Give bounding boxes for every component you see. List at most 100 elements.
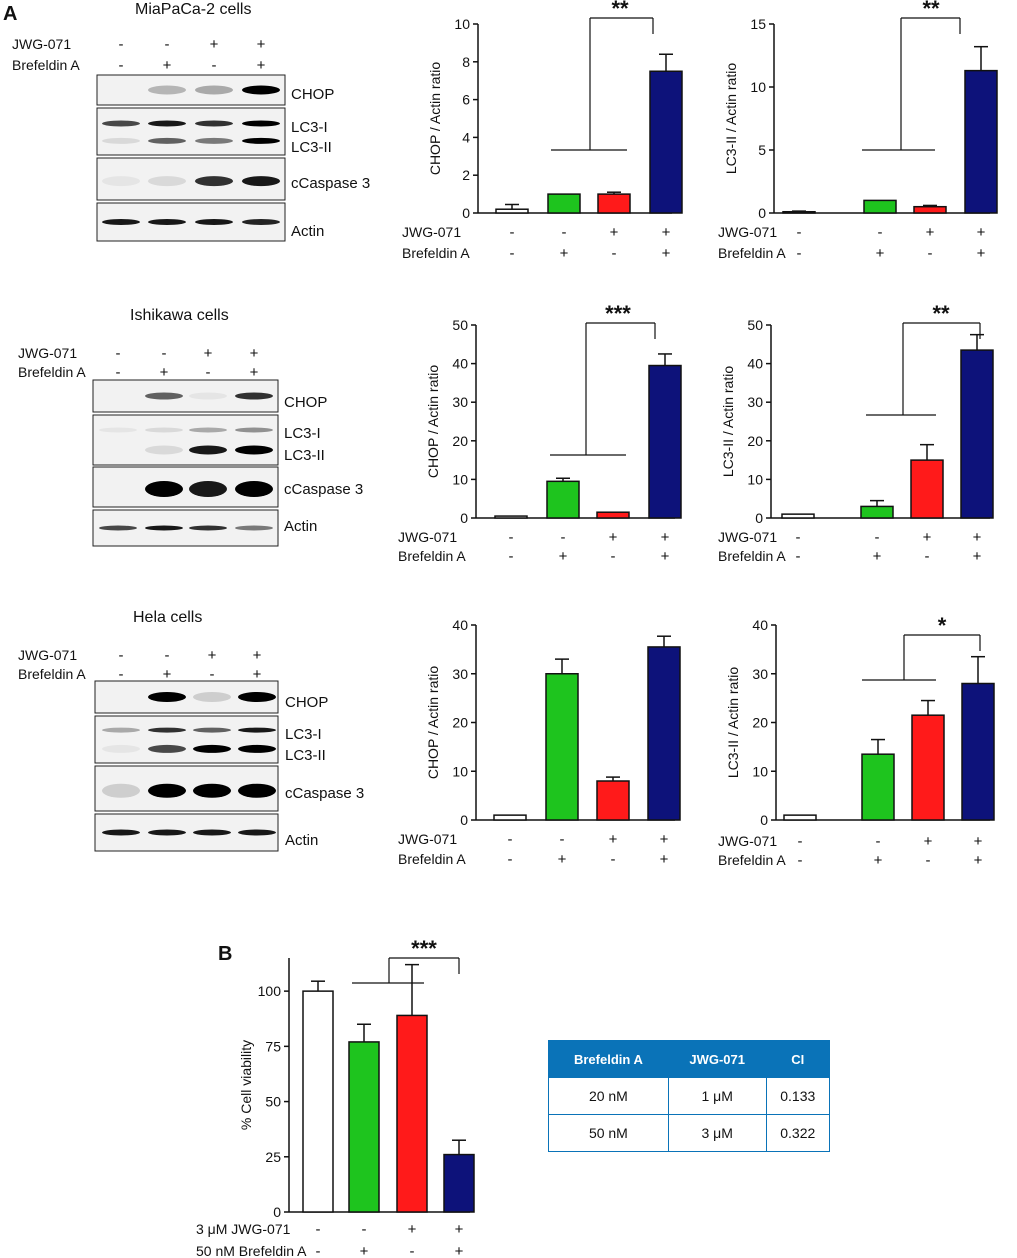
bar xyxy=(597,193,631,214)
treatment-sign: - xyxy=(362,1221,367,1238)
treatment-sign: - xyxy=(561,529,566,546)
blot-band xyxy=(193,692,231,702)
y-tick-label: 4 xyxy=(462,129,470,145)
blot-sign: + xyxy=(250,345,259,362)
y-tick-label: 20 xyxy=(452,433,468,449)
bar xyxy=(960,349,994,519)
blot-band xyxy=(148,829,186,836)
blot-sign: - xyxy=(162,345,167,362)
bar-chart: 0 10 20 30 40 CHOP / Actin ratio JWG-071 - - + + Br… xyxy=(398,617,681,868)
blot-sign: + xyxy=(253,647,262,664)
y-tick-label: 10 xyxy=(747,471,763,487)
treatment-label: JWG-071 xyxy=(718,529,777,545)
y-tick-label: 20 xyxy=(747,433,763,449)
y-tick-label: 30 xyxy=(747,394,763,410)
band-label: LC3-II xyxy=(284,447,325,464)
y-tick-label: 50 xyxy=(747,317,763,333)
y-tick-label: 0 xyxy=(460,510,468,526)
blot-membrane xyxy=(96,107,286,156)
blot-sign: + xyxy=(210,36,219,53)
treatment-sign: - xyxy=(925,548,930,565)
treatment-sign: + xyxy=(661,529,670,546)
band-label: CHOP xyxy=(291,86,334,103)
treatment-sign: - xyxy=(612,245,617,262)
treatment-label: 50 nM Brefeldin A xyxy=(196,1243,307,1258)
treatment-sign: + xyxy=(558,851,567,868)
blot-band xyxy=(145,427,183,433)
blot-band xyxy=(148,176,186,187)
y-tick-label: 20 xyxy=(452,715,468,731)
blot-sign: + xyxy=(208,647,217,664)
ci-header-jwg: JWG-071 xyxy=(667,1040,767,1078)
treatment-sign: + xyxy=(973,529,982,546)
y-axis-label: LC3-II / Actin ratio xyxy=(723,63,739,174)
treatment-sign: - xyxy=(876,833,881,850)
ci-table-header-row: Brefeldin A JWG-071 CI xyxy=(548,1040,831,1078)
blot-band xyxy=(148,744,186,753)
ci-header-ci: CI xyxy=(765,1040,831,1078)
blot-band xyxy=(235,392,273,400)
bar xyxy=(396,1014,428,1213)
blot-title: Hela cells xyxy=(133,609,202,626)
treatment-sign: + xyxy=(609,529,618,546)
treatment-label: JWG-071 xyxy=(718,224,777,240)
treatment-sign: - xyxy=(611,851,616,868)
y-tick-label: 10 xyxy=(452,471,468,487)
blot-band xyxy=(148,692,186,702)
blot-sign: - xyxy=(116,345,121,362)
blot-band xyxy=(145,481,183,497)
significance-label: *** xyxy=(605,301,631,326)
blot-sign: - xyxy=(119,666,124,683)
panel-label-b: B xyxy=(218,943,232,965)
bar xyxy=(596,780,630,821)
y-axis-label: CHOP / Actin ratio xyxy=(425,365,441,479)
blot-band xyxy=(242,85,280,95)
bar-chart: 0 10 20 30 40 LC3-II / Actin ratio JWG-071 - - + +… xyxy=(718,613,995,869)
blot-title: Ishikawa cells xyxy=(130,307,229,324)
treatment-sign: - xyxy=(611,548,616,565)
y-tick-label: 40 xyxy=(452,617,468,633)
treatment-sign: + xyxy=(662,245,671,262)
blot-sign: - xyxy=(119,57,124,74)
blot-band xyxy=(195,176,233,187)
y-tick-label: 0 xyxy=(460,812,468,828)
y-tick-label: 0 xyxy=(760,812,768,828)
band-label: LC3-I xyxy=(285,726,322,743)
panel-label-a: A xyxy=(3,3,17,25)
significance-label: ** xyxy=(611,0,629,21)
treatment-sign: + xyxy=(977,224,986,241)
blot-band xyxy=(195,137,233,144)
blot-band xyxy=(189,392,227,400)
blot-sign: + xyxy=(257,36,266,53)
ci-cell: 3 μM xyxy=(667,1114,767,1152)
y-tick-label: 30 xyxy=(752,666,768,682)
treatment-sign: + xyxy=(973,548,982,565)
blot-treatment-label: Brefeldin A xyxy=(18,666,86,682)
blot-band xyxy=(238,783,276,798)
treatment-sign: + xyxy=(559,548,568,565)
blot-band xyxy=(242,219,280,225)
treatment-sign: - xyxy=(560,831,565,848)
blot-sign: - xyxy=(165,36,170,53)
blot-band xyxy=(189,427,227,433)
band-label: cCaspase 3 xyxy=(291,175,370,192)
bar xyxy=(783,814,817,821)
band-label: Actin xyxy=(285,832,318,849)
bar xyxy=(302,990,334,1213)
y-tick-label: 6 xyxy=(462,92,470,108)
blot-sign: - xyxy=(119,647,124,664)
y-tick-label: 5 xyxy=(758,142,766,158)
blot-band xyxy=(148,137,186,144)
treatment-sign: - xyxy=(508,831,513,848)
bar xyxy=(647,646,681,821)
bar xyxy=(863,199,897,214)
bar xyxy=(493,814,527,821)
bar-chart: 0 10 20 30 40 50 CHOP / Actin ratio JWG-071 - - + +… xyxy=(398,301,682,565)
treatment-sign: + xyxy=(977,245,986,262)
blot-sign: + xyxy=(160,364,169,381)
treatment-sign: - xyxy=(510,245,515,262)
blot-treatment-label: JWG-071 xyxy=(18,647,77,663)
blot-band xyxy=(148,727,186,733)
ci-cell: 0.322 xyxy=(765,1114,831,1152)
